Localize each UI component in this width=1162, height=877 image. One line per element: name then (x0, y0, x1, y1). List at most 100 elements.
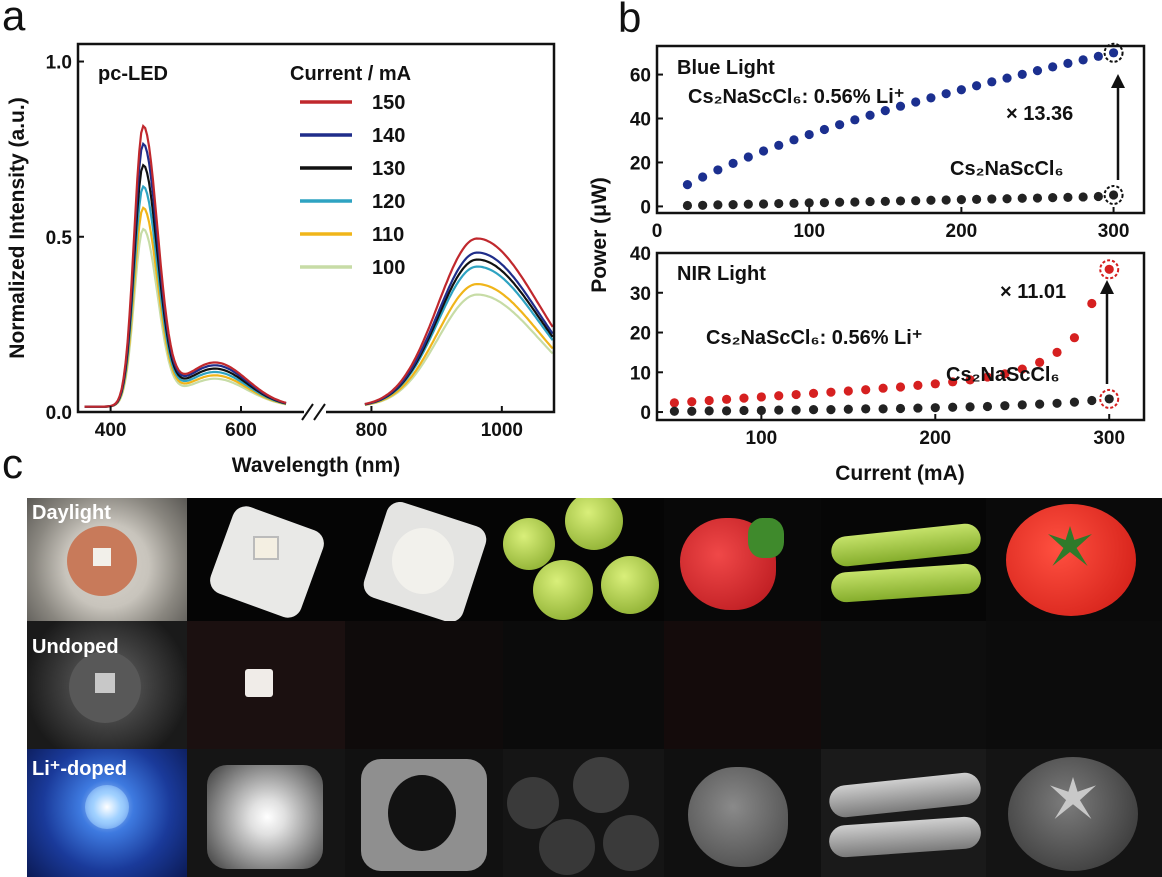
panel-b-top-undoped-point (911, 196, 921, 206)
panel-b-top-x-tick-label: 0 (652, 221, 663, 242)
panel-b-bottom-undoped-point (1000, 401, 1010, 411)
panel-b-top-doped-point (880, 106, 890, 116)
panel-a-x-label: Wavelength (nm) (232, 454, 400, 477)
panel-b-top-undoped-point (1032, 193, 1043, 203)
photo-daylight-led-chip (93, 548, 111, 566)
panel-b-top-doped-point (728, 158, 738, 168)
photo-doped-board-glow (207, 765, 323, 869)
photo-undoped-chip-glow (245, 669, 273, 697)
panel-b-top-undoped-point (1017, 193, 1027, 203)
panel-b-bottom-doped-point (1017, 364, 1027, 374)
panel-b-top-doped-point (1078, 55, 1088, 65)
spectrum-100ma-nir (364, 293, 554, 406)
panel-b-bottom-undoped-point (948, 402, 958, 412)
panel-b-top-doped-point (758, 146, 769, 156)
panel-b-bottom-doped-point (1000, 369, 1010, 379)
spectrum-130ma-blue (84, 163, 287, 408)
panel-b-bottom-ticks: 100 200 300 0 10 20 30 40 (630, 244, 1125, 449)
panel-b-top-x-tick-label: 100 (793, 221, 825, 242)
panel-b-top-undoped-point (895, 196, 906, 206)
panel-b-top-undoped-point (743, 199, 753, 209)
panel-b-bottom-doped-point (1104, 264, 1114, 274)
spectrum-110ma-nir (364, 283, 554, 406)
panel-b-bottom-doped-point (1087, 298, 1097, 309)
panel-b-x-label: Current (mA) (835, 462, 965, 485)
photo-doped-pea-pods (821, 749, 986, 877)
panel-b-top-undoped-point (1063, 192, 1073, 202)
panel-label-c: c (2, 440, 23, 487)
panel-a-inset-label: pc-LED (98, 63, 168, 85)
panel-b-top-undoped-label: Cs₂NaScCl₆ (950, 158, 1064, 180)
panel-a-y-label: Normalized Intensity (a.u.) (6, 97, 29, 358)
panel-b-bottom-undoped-point (826, 405, 836, 415)
legend-label-130: 130 (372, 158, 405, 180)
panel-b-top-undoped-point (1048, 193, 1058, 203)
photo-undoped-grapes (503, 621, 664, 749)
row-label-undoped: Undoped (32, 636, 119, 658)
panel-a-ticks: 400 600 800 1000 0.0 0.5 1.0 (46, 53, 523, 441)
doped-grape-2 (573, 757, 629, 813)
photo-undoped-tomato (986, 621, 1162, 749)
legend-label-120: 120 (372, 191, 405, 213)
panel-b-bottom-doped-label: Cs₂NaScCl₆: 0.56% Li⁺ (706, 327, 922, 349)
photo-daylight-star-board (206, 502, 328, 621)
photo-daylight-strawberry (664, 498, 821, 621)
panel-b-top-doped-point (835, 120, 845, 130)
panel-b-top-factor: × 13.36 (1006, 103, 1073, 125)
panel-b-top-doped-point (1048, 62, 1058, 72)
panel-b-top-arrowhead (1111, 74, 1125, 88)
photo-undoped-pea-pods (821, 621, 986, 749)
panel-b-top-doped-point (1017, 69, 1027, 79)
panel-a-y-tick-label: 0.0 (46, 403, 72, 424)
panel-b-top-undoped-point (804, 198, 814, 208)
panel-b-top-doped-point (743, 152, 753, 162)
panel-b-top-undoped-point (774, 198, 784, 209)
panel-b-top-doped-point (941, 89, 951, 99)
panel-b-bottom-y-tick-label: 20 (630, 324, 651, 345)
panel-b-bottom-undoped-point (930, 403, 940, 413)
panel-b-bottom-undoped-point (669, 406, 679, 416)
panel-b-top-ticks: 0 100 200 300 0 20 40 60 (630, 66, 1130, 242)
row-label-daylight: Daylight (32, 502, 111, 524)
panel-b-top-undoped-point (713, 200, 723, 210)
panel-b-bottom-doped-point (948, 377, 958, 387)
panel-b-bottom-undoped-point (721, 406, 732, 416)
panel-b-top-doped-point (1063, 58, 1073, 68)
panel-label-b: b (618, 0, 641, 41)
panel-b-bottom-doped-point (1035, 357, 1045, 367)
panel-b-bottom-x-tick-label: 200 (919, 428, 951, 449)
panel-b-top-undoped-point (1002, 194, 1012, 204)
doped-grape-4 (603, 815, 659, 871)
panel-b-bottom-arrowhead (1100, 280, 1114, 294)
photo-doped-led-chip-board (187, 749, 345, 877)
panel-b-top-points (682, 42, 1124, 211)
panel-b-bottom-undoped-point (808, 405, 819, 415)
panel-b-bottom-undoped-point (1052, 398, 1062, 408)
panel-b-top-undoped-point (941, 195, 951, 205)
panel-a-chart: 400 600 800 1000 0.0 0.5 1.0 pc-LED Current / … (6, 42, 556, 477)
panel-b-bottom-y-tick-label: 40 (630, 244, 651, 265)
doped-strawberry (688, 767, 788, 867)
panel-b-top-y-tick-label: 40 (630, 110, 651, 131)
panel-b-bottom-doped-point (1069, 333, 1080, 343)
doped-pea-pod-2 (828, 815, 982, 859)
photo-undoped-chip (95, 673, 115, 693)
panel-b-top-doped-point (926, 93, 936, 103)
panel-b-top-doped-point (682, 180, 693, 190)
photo-undoped-led-chip-board (187, 621, 345, 749)
panel-b-bottom-undoped-point (878, 404, 888, 414)
panel-b-top-undoped-point (880, 196, 890, 206)
panel-b-top-undoped-point (987, 194, 997, 204)
panel-b-top-doped-point (1032, 66, 1043, 76)
photo-daylight-phosphor-led (345, 498, 503, 621)
panel-b-bottom-undoped-point (982, 401, 993, 412)
panel-b-top-undoped-point (1078, 192, 1088, 202)
panel-b-bottom-undoped-point (1035, 399, 1045, 409)
photo-undoped-phosphor-led (345, 621, 503, 749)
panel-b-top-undoped-point (865, 196, 875, 207)
doped-grape-1 (507, 777, 559, 829)
panel-b-bottom-frame (655, 251, 1146, 422)
photo-doped-strawberry (664, 749, 821, 877)
photo-doped-led-glow (85, 785, 129, 829)
